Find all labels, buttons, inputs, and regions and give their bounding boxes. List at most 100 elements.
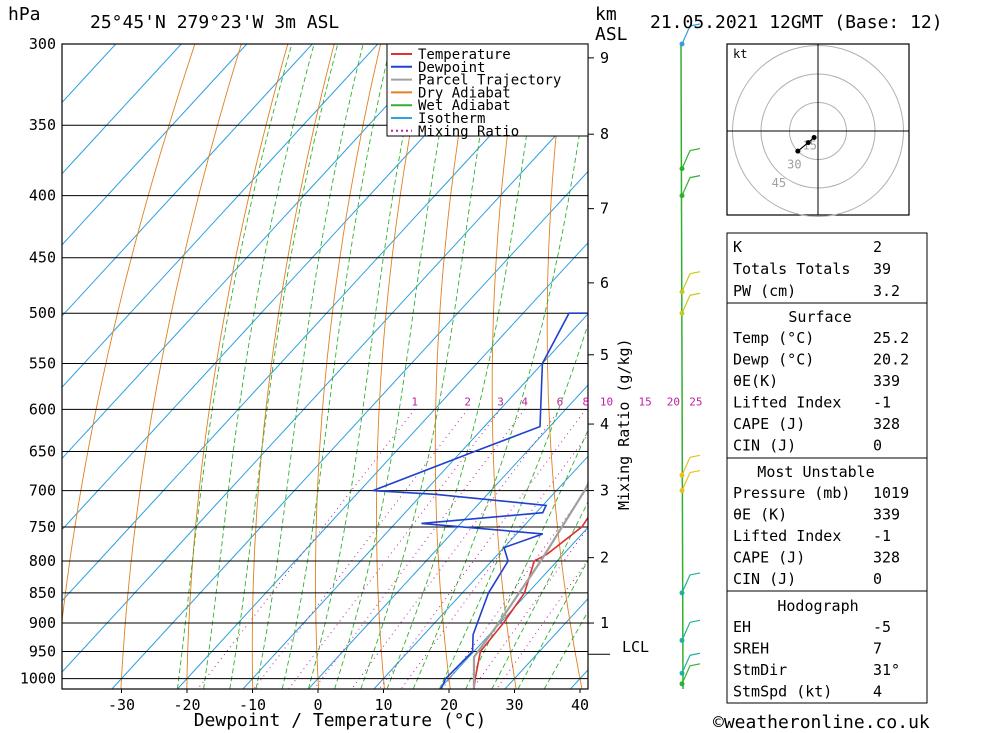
isotherm-line — [62, 44, 379, 388]
table-row-value: -1 — [873, 527, 891, 545]
km-tick-label: 1 — [600, 614, 609, 632]
legend-label: Dewpoint — [418, 60, 485, 76]
mixing-ratio-tick-label: 10 — [600, 395, 613, 408]
wind-barb-staff — [681, 622, 691, 641]
table-row-value: 4 — [873, 683, 882, 701]
km-tick-label: 7 — [600, 200, 609, 218]
mixing-ratio-tick-label: 25 — [689, 395, 702, 408]
wind-profile-axis — [680, 43, 684, 690]
mixing-ratio-line — [197, 408, 416, 689]
wind-barb-staff — [681, 574, 691, 594]
pressure-tick-label: 450 — [29, 249, 56, 267]
wind-barb-flag — [689, 572, 701, 576]
wind-barb-flag — [689, 454, 701, 458]
pressure-tick-label: 1000 — [20, 670, 56, 688]
temp-tick-label: -10 — [239, 696, 266, 714]
temp-tick-label: -20 — [173, 696, 200, 714]
table-row-label: CIN (J) — [733, 570, 796, 588]
table-row-value: 328 — [873, 549, 900, 567]
pressure-tick-label: 950 — [29, 643, 56, 661]
wet-adiabat-line — [386, 44, 542, 689]
series-line-temperature — [473, 516, 588, 689]
table-row-value: -5 — [873, 618, 891, 636]
hodograph-point — [811, 135, 817, 141]
table-row-value: -1 — [873, 394, 891, 412]
pressure-tick-label: 900 — [29, 614, 56, 632]
temp-tick-label: 10 — [374, 696, 392, 714]
dry-adiabat-line — [434, 44, 474, 689]
wind-barb-flag — [689, 652, 701, 656]
isotherm-line — [62, 44, 444, 460]
table-row-label: CAPE (J) — [733, 549, 805, 567]
x-axis-title: Dewpoint / Temperature (°C) — [194, 710, 487, 731]
wind-barb-flag — [689, 175, 701, 179]
temp-tick-label: 40 — [571, 696, 589, 714]
dry-adiabat-line — [984, 44, 1000, 689]
dry-adiabat-line — [251, 44, 335, 689]
km-tick-label: 9 — [600, 49, 609, 67]
wind-barb-staff — [681, 25, 691, 45]
mixing-ratio-tick-label: 1 — [411, 395, 418, 408]
table-row-label: StmDir — [733, 661, 787, 679]
legend-label: Parcel Trajectory — [418, 73, 561, 89]
most-unstable-title: Most Unstable — [757, 463, 874, 481]
mixing-ratio-tick-label: 20 — [667, 395, 680, 408]
table-row-value: 20.2 — [873, 351, 909, 369]
wet-adiabat-line — [307, 44, 422, 689]
pressure-tick-label: 550 — [29, 354, 56, 372]
table-row-label: SREH — [733, 640, 769, 658]
pressure-tick-label: 400 — [29, 187, 56, 205]
wind-barb-flag — [689, 292, 701, 296]
pressure-tick-label: 600 — [29, 400, 56, 418]
pressure-tick-label: 800 — [29, 552, 56, 570]
wet-adiabat-line — [412, 75, 588, 689]
pressure-tick-label: 850 — [29, 584, 56, 602]
asl-label: ASL — [595, 24, 628, 45]
series-line-parcel-trajectory — [472, 481, 588, 689]
pressure-tick-label: 750 — [29, 518, 56, 536]
isotherm-line — [62, 44, 248, 246]
isotherm-line — [62, 99, 588, 673]
temp-tick-label: 20 — [440, 696, 458, 714]
table-row-value: 339 — [873, 372, 900, 390]
pressure-unit-label: hPa — [8, 4, 41, 25]
wet-adiabat-line — [176, 44, 293, 689]
isotherm-line — [439, 526, 588, 689]
table-row-label: Lifted Index — [733, 394, 841, 412]
table-row-label: Pressure (mb) — [733, 484, 850, 502]
location-label: 25°45'N 279°23'W 3m ASL — [90, 12, 339, 33]
table-row-label: Temp (°C) — [733, 329, 814, 347]
legend-label: Mixing Ratio — [418, 124, 519, 140]
km-tick-label: 3 — [600, 482, 609, 500]
plot-frame — [61, 43, 589, 690]
km-tick-label: 4 — [600, 415, 609, 433]
mixing-ratio-tick-label: 6 — [557, 395, 564, 408]
table-row-value: 328 — [873, 415, 900, 433]
km-tick-label: 2 — [600, 549, 609, 567]
table-row-label: EH — [733, 618, 751, 636]
wet-adiabat-line — [334, 44, 457, 689]
pressure-tick-label: 500 — [29, 304, 56, 322]
legend-box — [386, 43, 589, 137]
table-row-label: CAPE (J) — [733, 415, 805, 433]
wind-barb-staff — [681, 665, 691, 685]
copyright-label: ©weatheronline.co.uk — [713, 712, 930, 733]
hodograph-unit: kt — [733, 47, 747, 61]
legend-label: Temperature — [418, 47, 511, 63]
km-unit-label: km — [595, 4, 617, 25]
mixing-ratio-tick-label: 4 — [521, 395, 528, 408]
table-row-label: Dewp (°C) — [733, 351, 814, 369]
table-row-value: 31° — [873, 661, 900, 679]
km-tick-label: 8 — [600, 125, 609, 143]
wind-barb-flag — [689, 271, 701, 275]
temp-tick-label: -30 — [108, 696, 135, 714]
dry-adiabat-line — [938, 44, 1000, 689]
table-row-value: 0 — [873, 570, 882, 588]
km-tick-label: 6 — [600, 274, 609, 292]
hodograph-table-box — [726, 590, 928, 704]
totals-label: Totals Totals — [733, 260, 850, 278]
hodograph-point — [805, 140, 811, 146]
table-row-value: 1019 — [873, 484, 909, 502]
isotherm-line — [62, 44, 182, 175]
